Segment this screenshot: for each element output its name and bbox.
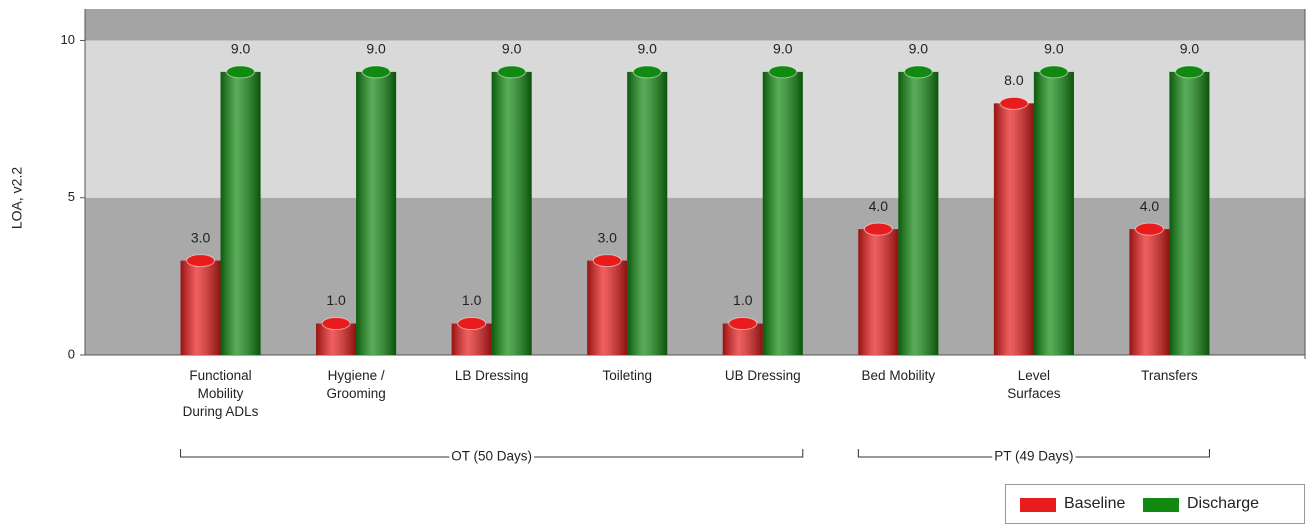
- background-band: [85, 40, 1305, 198]
- data-label: 9.0: [1180, 41, 1200, 57]
- data-label: 9.0: [773, 41, 793, 57]
- y-axis-label: LOA, v2.2: [9, 167, 25, 229]
- data-label: 9.0: [909, 41, 929, 57]
- bar-shade: [356, 71, 397, 355]
- bar-cap: [863, 222, 893, 236]
- bar-cap: [1134, 222, 1164, 236]
- x-tick-label: LB Dressing: [454, 368, 529, 383]
- legend-swatch: [1143, 498, 1179, 512]
- y-tick-label: 0: [68, 346, 75, 361]
- bar-shade: [627, 71, 668, 355]
- x-tick-label: Functional Mobility During ADLs: [182, 368, 259, 419]
- y-tick-label: 5: [68, 189, 75, 204]
- background-band: [85, 9, 1305, 41]
- data-label: 4.0: [869, 198, 889, 214]
- bar-shade: [1129, 229, 1170, 355]
- data-label: 1.0: [733, 292, 753, 308]
- x-tick-label: Bed Mobility: [861, 368, 936, 383]
- bar-cap: [226, 65, 256, 79]
- data-label: 9.0: [366, 41, 386, 57]
- bar-shade: [1169, 71, 1210, 355]
- data-label: 9.0: [502, 41, 522, 57]
- legend-label: Discharge: [1187, 495, 1260, 512]
- background-band: [85, 197, 1305, 355]
- bar-cap: [497, 65, 527, 79]
- bar-cap: [903, 65, 933, 79]
- data-label: 8.0: [1004, 72, 1024, 88]
- data-label: 3.0: [191, 229, 211, 245]
- legend-swatch: [1020, 498, 1056, 512]
- legend: Baseline Discharge: [1005, 484, 1305, 524]
- x-tick-label: UB Dressing: [724, 368, 801, 383]
- x-tick-label: Toileting: [602, 368, 652, 383]
- bar-cap: [1039, 65, 1069, 79]
- bar-shade: [1033, 71, 1074, 355]
- x-tick-label: Level Surfaces: [1007, 368, 1061, 401]
- bar-cap: [768, 65, 798, 79]
- bar-cap: [728, 317, 758, 331]
- bar-cap: [999, 96, 1029, 110]
- data-label: 4.0: [1140, 198, 1160, 214]
- data-label: 9.0: [1044, 41, 1064, 57]
- bar-shade: [762, 71, 803, 355]
- bar-shade: [898, 71, 939, 355]
- bar-shade: [491, 71, 532, 355]
- data-label: 1.0: [462, 292, 482, 308]
- group-label-bg: [449, 448, 535, 464]
- group-label-bg: [992, 448, 1076, 464]
- bar-shade: [220, 71, 261, 355]
- bar-cap: [186, 254, 216, 268]
- legend-label: Baseline: [1064, 495, 1126, 512]
- bar-cap: [321, 317, 351, 331]
- data-label: 3.0: [597, 229, 617, 245]
- bar-shade: [180, 260, 221, 355]
- bar-shade: [993, 103, 1034, 355]
- x-tick-label: Hygiene / Grooming: [326, 368, 386, 401]
- group-label: PT (49 Days): [994, 449, 1073, 464]
- data-label: 9.0: [231, 41, 251, 57]
- bar-cap: [457, 317, 487, 331]
- bar-cap: [1174, 65, 1204, 79]
- data-label: 1.0: [326, 292, 346, 308]
- bar-cap: [632, 65, 662, 79]
- x-tick-label: Transfers: [1141, 368, 1198, 383]
- bar-shade: [858, 229, 899, 355]
- bar-cap: [361, 65, 391, 79]
- y-tick-label: 10: [61, 32, 75, 47]
- bar-shade: [587, 260, 628, 355]
- bar-cap: [592, 254, 622, 268]
- group-label: OT (50 Days): [451, 449, 532, 464]
- data-label: 9.0: [637, 41, 657, 57]
